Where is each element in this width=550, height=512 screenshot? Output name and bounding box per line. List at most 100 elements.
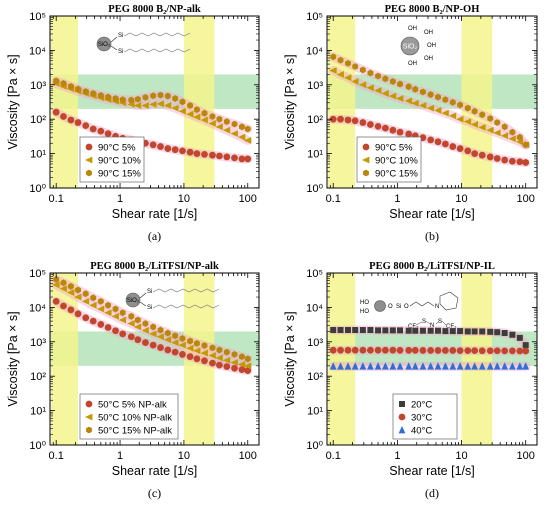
legend-marker — [398, 413, 406, 421]
data-point — [112, 327, 119, 335]
data-point — [156, 100, 164, 108]
data-point — [508, 347, 516, 355]
data-point — [238, 366, 246, 374]
data-point — [396, 95, 404, 102]
y-tick-label: 10² — [307, 371, 323, 383]
data-point — [193, 106, 200, 114]
data-point — [382, 75, 389, 83]
data-point — [486, 362, 494, 370]
y-tick-label: 10⁴ — [29, 45, 46, 57]
panel-c: PEG 8000 B₂/LiTFSI/NP-alk SiO₂ Si Si 0.1 1 10 1… — [6, 261, 260, 500]
inset-n-label: N — [435, 304, 439, 310]
data-point — [427, 347, 435, 354]
data-point — [478, 123, 486, 131]
data-point — [358, 81, 367, 89]
linker-chain-line — [409, 301, 435, 307]
data-point — [352, 327, 359, 334]
data-point — [351, 117, 359, 125]
x-tick-label: 100 — [239, 450, 257, 462]
data-point — [389, 362, 397, 370]
data-point — [419, 88, 426, 96]
inset-si-label: Si — [396, 304, 401, 310]
data-point — [516, 133, 523, 141]
data-point — [367, 69, 374, 77]
silica-nanoparticle-icon — [374, 300, 386, 312]
data-point — [186, 344, 194, 352]
inset-sio2-label: SiO₂ — [403, 44, 418, 51]
data-point — [119, 96, 126, 104]
data-point — [411, 362, 419, 370]
target-viscosity-band — [327, 74, 537, 109]
data-point — [352, 63, 359, 70]
data-point — [389, 346, 397, 354]
data-point — [164, 329, 171, 337]
data-point — [427, 327, 434, 334]
data-point — [456, 145, 464, 152]
data-point — [156, 333, 164, 341]
legend-marker — [85, 400, 93, 408]
data-point — [337, 327, 344, 334]
data-point — [508, 157, 516, 165]
legend-marker — [85, 413, 93, 421]
data-point — [426, 104, 435, 112]
data-point — [330, 327, 337, 334]
data-point — [337, 56, 344, 64]
data-point — [127, 333, 135, 341]
data-point — [345, 59, 351, 67]
data-point — [237, 133, 246, 141]
legend-label: 50°C 10% NP-alk — [98, 413, 172, 424]
data-point — [337, 346, 344, 354]
piperidinium-ring-icon — [439, 291, 459, 311]
y-axis-label: Viscosity [Pa × s] — [6, 54, 20, 149]
data-point — [53, 77, 60, 85]
silica-nanoparticle-icon — [125, 292, 141, 308]
data-point — [427, 136, 435, 144]
data-point — [111, 312, 119, 320]
data-point — [231, 364, 238, 372]
data-point — [441, 109, 449, 117]
legend-marker — [362, 143, 370, 151]
x-tick-label: 10 — [455, 193, 467, 205]
data-point — [163, 336, 172, 344]
data-point — [216, 152, 223, 160]
data-point — [244, 367, 252, 375]
data-point — [243, 362, 252, 370]
data-point — [172, 95, 179, 102]
data-point — [215, 354, 223, 362]
data-point — [464, 362, 472, 370]
data-point — [359, 119, 367, 126]
data-point — [82, 88, 89, 95]
legend-marker — [86, 169, 92, 177]
data-point — [389, 78, 396, 85]
alkyl-chain-line — [123, 48, 191, 53]
inset-oh-label: OH — [408, 61, 417, 67]
data-point — [464, 147, 472, 155]
panel-title: PEG 8000 B₂/NP-OH — [385, 4, 480, 15]
data-point — [97, 127, 105, 135]
inset-si-label: Si — [147, 305, 152, 311]
x-axis-label: Shear rate [1/s] — [112, 207, 197, 221]
data-point — [351, 362, 359, 370]
data-point — [464, 104, 471, 112]
data-point — [522, 347, 530, 355]
inset-oh-label: OH — [408, 26, 417, 32]
data-point — [187, 337, 194, 345]
series-group — [51, 76, 253, 164]
data-point — [186, 148, 194, 156]
data-point — [448, 112, 457, 120]
data-point — [486, 126, 494, 134]
x-tick-label: 100 — [239, 193, 257, 205]
data-point — [74, 310, 82, 318]
data-point — [52, 108, 60, 116]
legend-marker — [363, 169, 369, 177]
data-point — [427, 362, 435, 370]
data-point — [201, 357, 208, 365]
data-point — [478, 347, 486, 355]
inset-si-label: Si — [118, 33, 123, 39]
data-point — [457, 101, 464, 109]
y-tick-label: 10⁴ — [306, 45, 323, 57]
y-tick-label: 10⁵ — [29, 11, 46, 23]
data-point — [367, 121, 374, 128]
data-point — [479, 111, 486, 119]
